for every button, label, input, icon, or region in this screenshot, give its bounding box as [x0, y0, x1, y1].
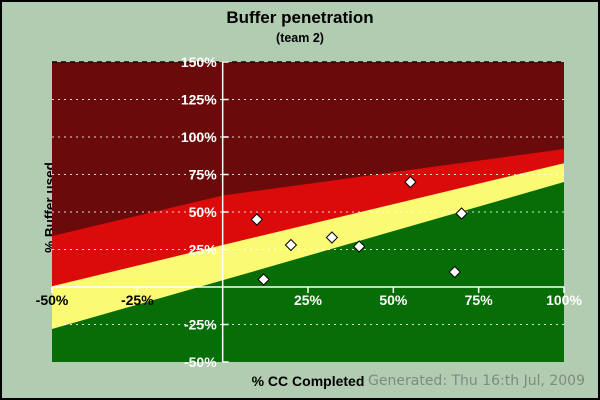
data-point: [250, 213, 264, 226]
x-tick-label-50: 50%: [379, 292, 408, 308]
data-point: [455, 207, 468, 220]
data-point: [352, 240, 366, 253]
y-tick-label-125: 125%: [181, 92, 217, 108]
x-axis-title: % CC Completed: [251, 373, 365, 389]
x-tick-label-25: 25%: [294, 292, 323, 308]
data-point: [257, 273, 270, 286]
data-point: [404, 175, 417, 189]
x-tick-label--50: -50%: [36, 292, 69, 308]
green-zone: [52, 182, 564, 362]
y-tick-label-100: 100%: [181, 129, 217, 145]
data-point: [284, 238, 298, 252]
chart-subtitle: (team 2): [276, 31, 324, 45]
generated-timestamp: Generated: Thu 16:th Jul, 2009: [368, 373, 585, 389]
data-point: [325, 231, 339, 244]
y-tick-label--25: -25%: [184, 317, 217, 333]
x-tick-label--25: -25%: [121, 292, 154, 308]
y-tick-label--50: -50%: [184, 354, 217, 370]
y-tick-label-150: 150%: [181, 54, 217, 70]
x-tick-label-75: 75%: [465, 292, 494, 308]
chart-title: Buffer penetration: [226, 8, 374, 27]
data-point: [448, 265, 461, 279]
x-tick-label-100: 100%: [546, 292, 582, 308]
y-tick-label-75: 75%: [189, 167, 218, 183]
y-tick-label-25: 25%: [189, 242, 218, 258]
y-tick-label-50: 50%: [189, 204, 218, 220]
